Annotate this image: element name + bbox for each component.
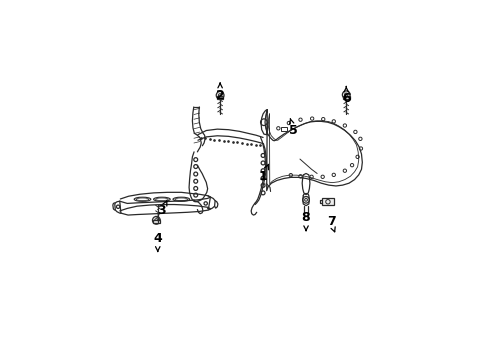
Text: 8: 8 [301, 211, 310, 230]
Circle shape [342, 91, 349, 99]
Text: 1: 1 [258, 164, 268, 183]
Text: 4: 4 [153, 232, 162, 251]
Circle shape [152, 216, 160, 224]
Circle shape [302, 197, 309, 203]
Text: 6: 6 [341, 86, 350, 105]
Bar [342, 96, 349, 99]
Bar [216, 96, 223, 99]
Bar [322, 198, 333, 205]
Circle shape [216, 91, 224, 99]
Text: 3: 3 [157, 201, 166, 217]
Text: 7: 7 [326, 216, 335, 232]
Text: 5: 5 [288, 118, 297, 137]
Bar [153, 220, 160, 223]
Bar [280, 127, 286, 131]
Text: 2: 2 [215, 83, 224, 102]
